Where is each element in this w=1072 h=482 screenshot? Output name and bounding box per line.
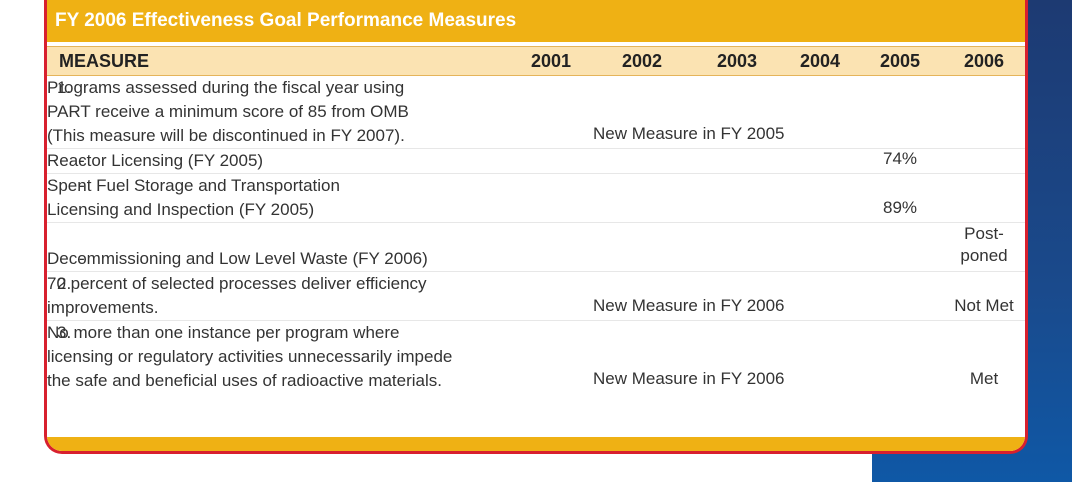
value-2006 <box>943 75 1025 149</box>
measure-line: PART receive a minimum score of 85 from … <box>47 102 409 121</box>
measure-number: - <box>79 176 85 195</box>
table-header-row: MEASURE 2001 2002 2003 2004 2005 2006 <box>47 46 1025 76</box>
measure-line: No more than one instance per program wh… <box>47 323 400 342</box>
measure-line: improvements. <box>47 298 159 317</box>
table-row: - Decommissioning and Low Level Waste (F… <box>47 222 1025 272</box>
measure-line: the safe and beneficial uses of radioact… <box>47 371 443 390</box>
span-note: New Measure in FY 2005 <box>593 75 857 149</box>
value-2005 <box>857 321 943 394</box>
value-2005: 89% <box>857 173 943 223</box>
measure-line: (This measure will be discontinued in FY… <box>47 126 405 145</box>
measure-number: 3. <box>57 323 72 342</box>
column-header-2004: 2004 <box>783 46 857 76</box>
column-header-2003: 2003 <box>691 46 783 76</box>
value-2006: Post-poned <box>943 222 1025 272</box>
measure-cell: 1. Programs assessed during the fiscal y… <box>47 75 509 149</box>
measure-cell: - Reactor Licensing (FY 2005) <box>47 148 509 174</box>
column-header-2002: 2002 <box>593 46 691 76</box>
value-2006: Met <box>969 369 999 388</box>
value-2006 <box>943 148 1025 174</box>
table-row: 2. 70 percent of selected processes deli… <box>47 271 1025 321</box>
card-title: FY 2006 Effectiveness Goal Performance M… <box>47 0 1025 42</box>
value-2005 <box>857 75 943 149</box>
column-header-2006: 2006 <box>943 46 1025 76</box>
table-row: 1. Programs assessed during the fiscal y… <box>47 75 1025 149</box>
measure-number: 1. <box>57 78 72 97</box>
span-note <box>593 173 857 223</box>
measure-cell: 3. No more than one instance per program… <box>47 321 509 394</box>
value-2005 <box>857 271 943 321</box>
span-note: New Measure in FY 2006 <box>593 271 857 321</box>
measure-line: Decommissioning and Low Level Waste (FY … <box>47 249 428 268</box>
column-header-2005: 2005 <box>857 46 943 76</box>
measure-line: Reactor Licensing (FY 2005) <box>47 151 264 170</box>
value-2005 <box>857 222 943 272</box>
column-header-measure: MEASURE <box>47 46 509 76</box>
measure-number: 2. <box>57 274 72 293</box>
table-row: - Spent Fuel Storage and Transportation … <box>47 173 1025 223</box>
card-bottom-band <box>47 437 1025 451</box>
span-note <box>593 222 857 272</box>
measure-line: 70 percent of selected processes deliver… <box>47 274 427 293</box>
measure-line: Spent Fuel Storage and Transportation <box>47 176 340 195</box>
column-header-2001: 2001 <box>509 46 593 76</box>
value-2006 <box>943 173 1025 223</box>
performance-measures-table: MEASURE 2001 2002 2003 2004 2005 2006 1.… <box>47 46 1025 393</box>
measure-cell: - Decommissioning and Low Level Waste (F… <box>47 222 509 272</box>
table-row: - Reactor Licensing (FY 2005) 74% <box>47 148 1025 174</box>
measure-line: Programs assessed during the fiscal year… <box>47 78 405 97</box>
span-note: New Measure in FY 2006 <box>593 369 785 388</box>
measure-line: licensing or regulatory activities unnec… <box>47 347 453 366</box>
measure-number: - <box>79 151 85 170</box>
measure-cell: - Spent Fuel Storage and Transportation … <box>47 173 509 223</box>
value-2006: Not Met <box>943 271 1025 321</box>
value-2005: 74% <box>857 148 943 174</box>
measure-cell: 2. 70 percent of selected processes deli… <box>47 271 509 321</box>
measure-line: Licensing and Inspection (FY 2005) <box>47 200 315 219</box>
span-note <box>593 148 857 174</box>
measure-number: - <box>79 249 85 268</box>
table-row: 3. No more than one instance per program… <box>47 321 1025 394</box>
performance-card: FY 2006 Effectiveness Goal Performance M… <box>44 0 1028 454</box>
